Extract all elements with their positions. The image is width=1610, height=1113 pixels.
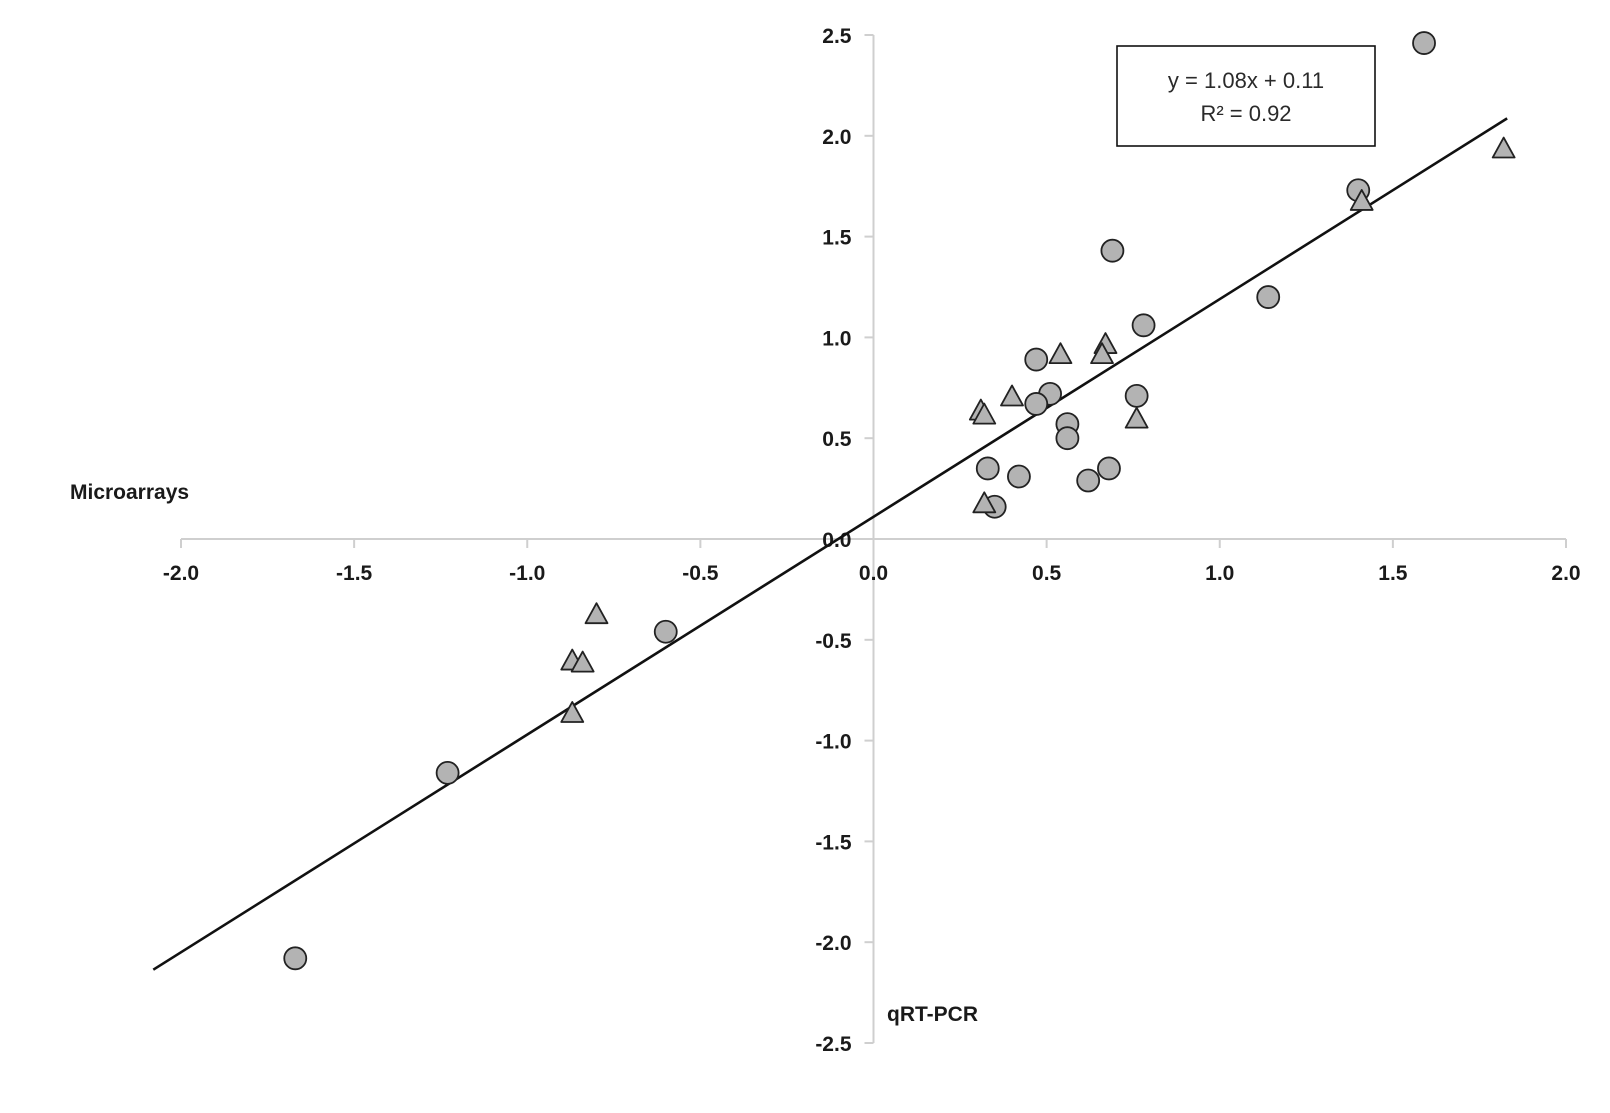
x-tick-label: -1.5: [336, 562, 373, 585]
circle-point: [1097, 456, 1121, 481]
circle-point: [975, 456, 1000, 481]
y-tick-label: -2.0: [815, 932, 851, 955]
y-tick-label: -1.0: [815, 731, 851, 754]
y-tick-label: 2.0: [822, 126, 851, 149]
y-tick-label: 1.5: [822, 227, 852, 250]
circle-point: [435, 760, 460, 785]
circle-point: [1412, 31, 1436, 55]
y-tick-label: -1.5: [815, 831, 852, 854]
x-tick-label: -0.5: [682, 562, 719, 585]
y-axis-ticks: 2.52.01.51.00.50.0-0.5-1.0-1.5-2.0-2.5: [815, 25, 874, 1056]
circle-point: [1124, 383, 1149, 408]
y-tick-label: 2.5: [822, 25, 852, 48]
y-tick-label: 1.0: [822, 327, 851, 350]
x-tick-label: 0.0: [859, 562, 888, 585]
triangle-point: [1124, 406, 1149, 429]
r-squared-label: R² = 0.92: [1200, 101, 1291, 126]
circle-point: [1131, 313, 1156, 338]
triangle-point: [570, 650, 595, 673]
x-axis-title: qRT-PCR: [887, 1003, 978, 1026]
triangle-point: [972, 491, 997, 514]
equation-label: y = 1.08x + 0.11: [1168, 68, 1324, 93]
circle-point: [653, 619, 678, 644]
triangle-point: [1090, 342, 1114, 365]
trendline-equation-box: y = 1.08x + 0.11 R² = 0.92: [1116, 45, 1376, 147]
x-tick-label: -1.0: [509, 562, 545, 585]
equation-box-frame: [1116, 45, 1376, 147]
circle-point: [1256, 285, 1281, 309]
circle-point: [1007, 464, 1031, 489]
triangle-point: [1048, 342, 1073, 365]
circle-point: [1024, 392, 1049, 416]
triangle-point: [584, 602, 609, 625]
circle-point: [1076, 468, 1101, 493]
circle-point: [1024, 347, 1049, 372]
x-tick-label: 0.5: [1032, 562, 1062, 585]
x-tick-label: 1.5: [1378, 562, 1408, 585]
circle-point: [283, 946, 308, 971]
circle-point: [1100, 238, 1125, 263]
circle-point: [1055, 426, 1080, 451]
triangle-point: [972, 402, 997, 425]
trendline: [152, 117, 1508, 971]
y-axis-title: Microarrays: [70, 481, 189, 504]
triangle-point: [1349, 189, 1374, 211]
x-axis-ticks: -2.0 -1.5 -1.0 -0.5 0.0 0.5 1.0 1.5 2.0: [163, 539, 1581, 585]
x-tick-label: -2.0: [163, 562, 199, 585]
y-tick-label: -0.5: [815, 630, 852, 653]
y-tick-label: 0.5: [822, 428, 852, 451]
triangle-point: [560, 701, 585, 723]
y-tick-label: -2.5: [815, 1033, 852, 1056]
data-points: [283, 31, 1516, 971]
triangle-point: [1000, 384, 1024, 407]
x-tick-label: 1.0: [1205, 562, 1234, 585]
x-tick-label: 2.0: [1551, 562, 1580, 585]
triangle-point: [1491, 136, 1516, 159]
